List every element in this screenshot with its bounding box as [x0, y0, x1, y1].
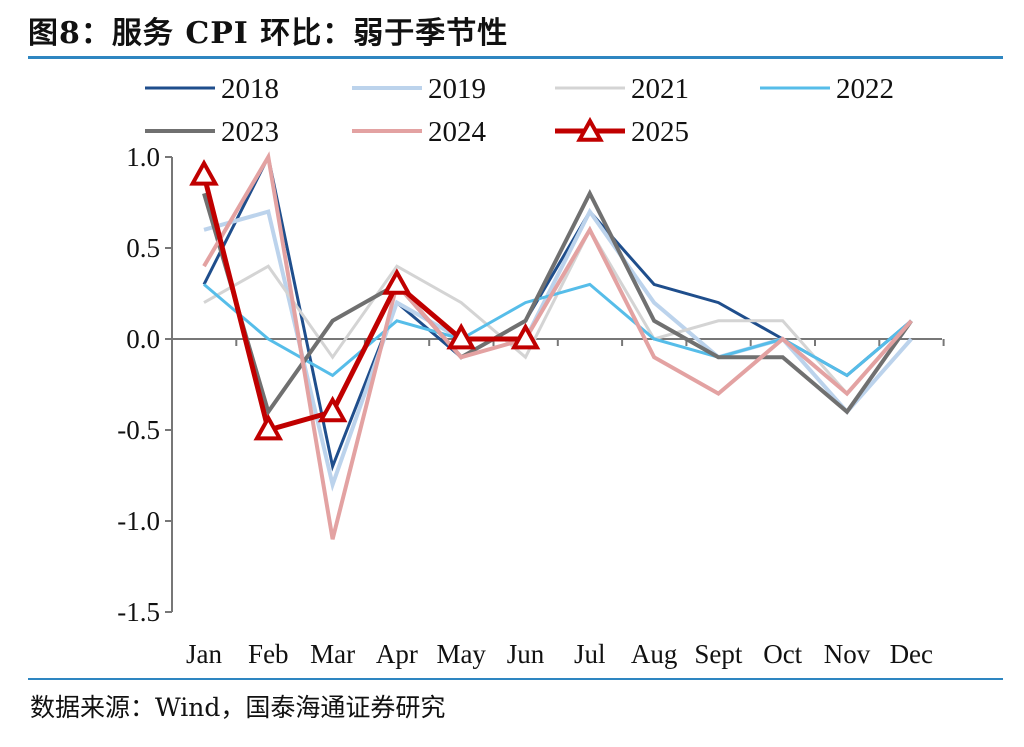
data-point-2025-Mar [317, 395, 348, 423]
legend-item-2023: 2023 [145, 116, 279, 148]
series-2024 [202, 151, 913, 540]
legend: 2018 2019 2021 2022 2023 2024 2025 [145, 73, 894, 148]
series-line-2022 [203, 282, 913, 378]
y-tick-label: -1.5 [117, 597, 160, 627]
data-point-2025-Feb [253, 413, 284, 441]
series-2022 [203, 282, 913, 378]
y-tick-label: -1.0 [117, 506, 160, 536]
title-divider [28, 56, 1003, 59]
source-note: 数据来源：Wind，国泰海通证券研究 [30, 693, 446, 722]
legend-marker-2025 [576, 116, 604, 142]
x-tick-label: Dec [890, 639, 933, 669]
legend-label-2022: 2022 [836, 73, 894, 105]
legend-item-2021: 2021 [555, 73, 689, 105]
series-line-2023 [202, 188, 913, 417]
y-tick-label: 1.0 [126, 142, 160, 172]
legend-label-2025: 2025 [631, 116, 689, 148]
x-tick-label: Jan [186, 639, 222, 669]
x-tick-label: Aug [631, 639, 678, 669]
series-line-2025 [201, 174, 526, 434]
data-point-2025-May [446, 322, 477, 350]
axes: 1.0 0.5 0.0 -0.5 -1.0 -1.5 Jan Feb Mar Apr May Jun J… [117, 142, 945, 669]
legend-item-2024: 2024 [352, 116, 487, 148]
legend-item-2019: 2019 [352, 73, 486, 105]
data-point-2025-Apr [382, 268, 412, 295]
legend-label-2018: 2018 [221, 73, 279, 105]
series-2025 [189, 159, 541, 441]
data-point-2025-Jan [189, 159, 219, 186]
legend-item-2025: 2025 [555, 116, 689, 148]
series-2019 [203, 207, 913, 492]
x-tick-label: Apr [376, 639, 418, 669]
y-tick-label: -0.5 [117, 415, 160, 445]
chart-title: 图8：服务 CPI 环比：弱于季节性 [28, 16, 509, 51]
legend-label-2024: 2024 [428, 116, 487, 148]
y-tick-label: 0.0 [126, 324, 160, 354]
series-line-2019 [203, 207, 913, 492]
data-point-2025-Jun [510, 322, 541, 350]
source-divider [28, 678, 1003, 680]
x-tick-label: Mar [310, 639, 355, 669]
legend-item-2018: 2018 [145, 73, 279, 105]
series-2023 [202, 188, 913, 417]
series-layer [189, 151, 913, 540]
legend-label-2019: 2019 [428, 73, 486, 105]
legend-label-2023: 2023 [221, 116, 279, 148]
y-tick-label: 0.5 [126, 233, 160, 263]
x-tick-label: Feb [248, 639, 289, 669]
x-tick-label: Jul [574, 639, 606, 669]
legend-item-2022: 2022 [760, 73, 894, 105]
x-tick-label: Oct [763, 639, 802, 669]
x-tick-label: Nov [824, 639, 871, 669]
x-tick-label: Sept [694, 639, 743, 669]
x-tick-label: May [436, 639, 486, 669]
series-line-2024 [202, 151, 913, 540]
legend-label-2021: 2021 [631, 73, 689, 105]
x-tick-label: Jun [507, 639, 545, 669]
